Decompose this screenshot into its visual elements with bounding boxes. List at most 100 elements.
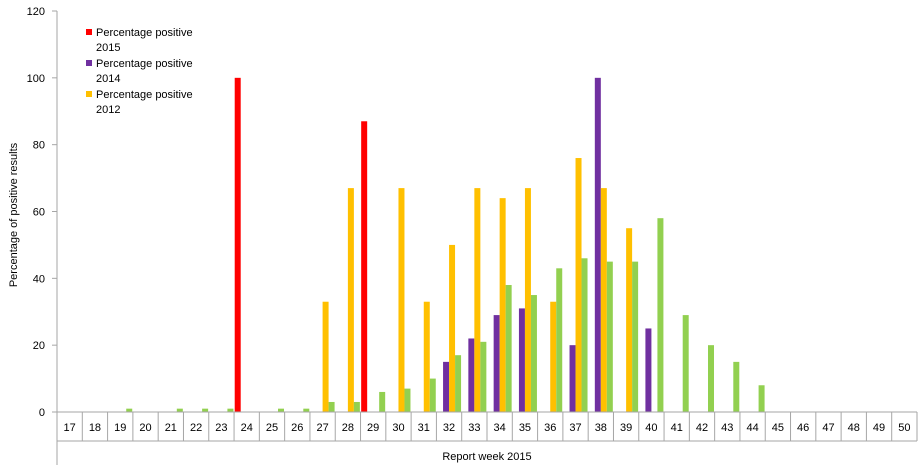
x-tick-label: 28 bbox=[342, 422, 354, 434]
legend-label: 2014 bbox=[96, 73, 120, 85]
bar bbox=[303, 408, 310, 412]
bar bbox=[480, 341, 487, 412]
x-tick-label: 18 bbox=[89, 422, 101, 434]
x-tick-label: 34 bbox=[494, 422, 506, 434]
bar bbox=[347, 188, 354, 412]
bar bbox=[575, 158, 582, 412]
x-tick-label: 23 bbox=[215, 422, 227, 434]
bar bbox=[322, 301, 329, 412]
bar bbox=[176, 408, 183, 412]
bar bbox=[278, 408, 284, 412]
bar bbox=[449, 244, 456, 412]
bar bbox=[398, 188, 405, 412]
x-tick-label: 36 bbox=[544, 422, 556, 434]
bar bbox=[682, 315, 689, 412]
x-tick-label: 50 bbox=[898, 422, 910, 434]
legend-label: Percentage positive bbox=[96, 27, 193, 39]
bar bbox=[606, 261, 613, 412]
x-tick-label: 39 bbox=[620, 422, 632, 434]
legend-swatch bbox=[86, 29, 92, 35]
y-tick-label: 0 bbox=[39, 407, 45, 419]
bar bbox=[126, 408, 133, 412]
bar bbox=[429, 378, 436, 412]
bar bbox=[524, 188, 531, 412]
y-tick-label: 120 bbox=[27, 6, 45, 18]
x-tick-label: 40 bbox=[645, 422, 657, 434]
bar bbox=[708, 345, 714, 412]
legend: Percentage positive 2015 Percentage positi… bbox=[86, 27, 193, 116]
bar bbox=[455, 355, 462, 412]
bar bbox=[499, 198, 506, 412]
x-tick-label: 46 bbox=[797, 422, 809, 434]
bar bbox=[657, 218, 664, 412]
x-tick-label: 38 bbox=[595, 422, 607, 434]
axes-layer: 0 20 40 60 80 100 120 17 18 19 20 21 22 23 24 25 26 27 28 2… bbox=[27, 6, 918, 465]
x-tick-label: 24 bbox=[241, 422, 253, 434]
x-tick-label: 19 bbox=[114, 422, 126, 434]
x-tick-label: 30 bbox=[392, 422, 404, 434]
bar bbox=[530, 295, 537, 412]
bar bbox=[626, 228, 633, 412]
bar bbox=[202, 408, 209, 412]
y-tick-label: 100 bbox=[27, 73, 45, 85]
bar bbox=[468, 338, 475, 412]
x-tick-label: 22 bbox=[190, 422, 202, 434]
x-tick-label: 26 bbox=[291, 422, 303, 434]
legend-swatch bbox=[86, 60, 92, 66]
x-tick-label: 44 bbox=[746, 422, 758, 434]
x-tick-label: 41 bbox=[671, 422, 683, 434]
bar bbox=[379, 391, 386, 412]
x-tick-label: 43 bbox=[721, 422, 733, 434]
y-tick-label: 80 bbox=[33, 140, 45, 152]
x-tick-label: 20 bbox=[139, 422, 151, 434]
x-tick-label: 32 bbox=[443, 422, 455, 434]
x-tick-label: 47 bbox=[822, 422, 834, 434]
bar bbox=[474, 188, 481, 412]
bar bbox=[353, 401, 360, 412]
bar bbox=[600, 188, 607, 412]
legend-swatch bbox=[86, 91, 92, 97]
legend-label: Percentage positive bbox=[96, 58, 193, 70]
x-tick-label: 33 bbox=[468, 422, 480, 434]
bar bbox=[361, 121, 368, 413]
x-tick-label: 37 bbox=[569, 422, 581, 434]
y-tick-label: 60 bbox=[33, 207, 45, 219]
x-tick-label: 21 bbox=[165, 422, 177, 434]
y-tick-label: 40 bbox=[33, 273, 45, 285]
bar bbox=[423, 301, 430, 412]
x-tick-label: 25 bbox=[266, 422, 278, 434]
bar bbox=[758, 385, 765, 412]
legend-label: 2012 bbox=[96, 104, 120, 116]
x-axis-title: Report week 2015 bbox=[442, 451, 531, 463]
bar bbox=[443, 361, 450, 412]
x-tick-label: 42 bbox=[696, 422, 708, 434]
bar bbox=[505, 285, 512, 412]
bar bbox=[581, 258, 588, 412]
bar bbox=[594, 77, 601, 412]
x-tick-label: 29 bbox=[367, 422, 379, 434]
bar bbox=[645, 328, 652, 412]
bar bbox=[733, 361, 740, 412]
y-axis-title: Percentage of positive results bbox=[8, 142, 20, 287]
bar bbox=[328, 401, 335, 412]
bar bbox=[556, 268, 563, 412]
x-tick-label: 48 bbox=[848, 422, 860, 434]
bar bbox=[569, 345, 576, 412]
bar bbox=[632, 261, 639, 412]
bars-layer bbox=[126, 77, 765, 413]
bar bbox=[227, 408, 234, 412]
x-tick-label: 31 bbox=[418, 422, 430, 434]
y-tick-label: 20 bbox=[33, 340, 45, 352]
legend-label: 2015 bbox=[96, 42, 120, 54]
x-tick-label: 35 bbox=[519, 422, 531, 434]
bar bbox=[404, 388, 411, 412]
x-tick-label: 27 bbox=[316, 422, 328, 434]
legend-label: Percentage positive bbox=[96, 89, 193, 101]
x-tick-label: 17 bbox=[64, 422, 76, 434]
bar bbox=[493, 315, 500, 412]
x-tick-label: 49 bbox=[873, 422, 885, 434]
x-tick-label: 45 bbox=[772, 422, 784, 434]
bar bbox=[234, 77, 241, 412]
bar bbox=[550, 301, 557, 412]
